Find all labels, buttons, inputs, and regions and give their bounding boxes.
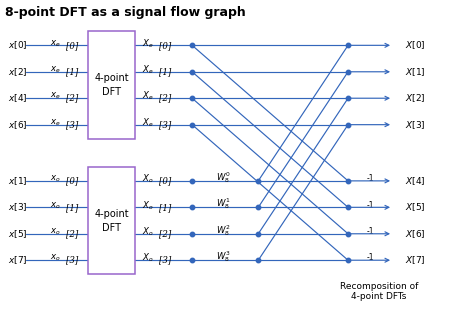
Text: $x[7]$: $x[7]$ [8, 254, 27, 266]
Text: -1: -1 [367, 174, 374, 183]
Text: $X[4]$: $X[4]$ [405, 175, 425, 187]
Text: DFT: DFT [102, 87, 121, 97]
Text: $W_8^1$: $W_8^1$ [216, 197, 230, 211]
Text: $X[7]$: $X[7]$ [405, 254, 425, 266]
Text: $x[6]$: $x[6]$ [8, 119, 27, 130]
Text: [0]: [0] [159, 41, 172, 50]
Text: $x[0]$: $x[0]$ [8, 40, 27, 51]
Text: [3]: [3] [66, 256, 79, 265]
Text: [1]: [1] [159, 203, 172, 212]
Text: $x_e$: $x_e$ [50, 64, 61, 75]
Text: [1]: [1] [66, 203, 79, 212]
Text: $x[2]$: $x[2]$ [8, 66, 27, 78]
Text: $X_e$: $X_e$ [143, 63, 154, 76]
Text: [0]: [0] [66, 41, 79, 50]
Text: [3]: [3] [159, 256, 172, 265]
Text: $x_o$: $x_o$ [50, 200, 61, 210]
Text: [2]: [2] [159, 229, 172, 238]
Text: $x[1]$: $x[1]$ [8, 175, 27, 187]
Text: [1]: [1] [159, 67, 172, 76]
Text: 4-point: 4-point [94, 209, 129, 219]
Text: 4-point: 4-point [94, 73, 129, 83]
FancyBboxPatch shape [88, 32, 136, 138]
Text: $X_o$: $X_o$ [143, 199, 154, 211]
Text: $X_e$: $X_e$ [143, 90, 154, 103]
Text: $x_e$: $x_e$ [50, 91, 61, 102]
Text: $X[3]$: $X[3]$ [405, 119, 425, 130]
Text: $X_o$: $X_o$ [143, 225, 154, 238]
Text: $x[4]$: $x[4]$ [8, 92, 27, 104]
Text: -1: -1 [367, 201, 374, 209]
Text: $X[0]$: $X[0]$ [405, 40, 425, 51]
Text: $x[5]$: $x[5]$ [8, 228, 27, 240]
Text: $x_o$: $x_o$ [50, 226, 61, 237]
Text: $X_e$: $X_e$ [143, 117, 154, 129]
Text: $X[6]$: $X[6]$ [405, 228, 425, 240]
Text: [2]: [2] [159, 94, 172, 103]
Text: $x[3]$: $x[3]$ [8, 202, 27, 213]
FancyBboxPatch shape [88, 167, 136, 274]
Text: $x_e$: $x_e$ [50, 38, 61, 48]
Text: [0]: [0] [159, 176, 172, 185]
Text: $x_e$: $x_e$ [50, 118, 61, 128]
Text: $X[1]$: $X[1]$ [405, 66, 425, 78]
Text: [2]: [2] [66, 94, 79, 103]
Text: $W_8^0$: $W_8^0$ [216, 170, 230, 185]
Text: $X[2]$: $X[2]$ [405, 92, 425, 104]
Text: $X_e$: $X_e$ [143, 37, 154, 49]
Text: Recomposition of
4-point DFTs: Recomposition of 4-point DFTs [339, 282, 418, 301]
Text: $x_o$: $x_o$ [50, 174, 61, 184]
Text: $X_o$: $X_o$ [143, 252, 154, 265]
Text: -1: -1 [367, 253, 374, 262]
Text: -1: -1 [367, 227, 374, 236]
Text: $X_o$: $X_o$ [143, 173, 154, 185]
Text: $X[5]$: $X[5]$ [405, 202, 425, 213]
Text: $x_o$: $x_o$ [50, 253, 61, 264]
Text: [0]: [0] [66, 176, 79, 185]
Text: DFT: DFT [102, 223, 121, 233]
Text: 8-point DFT as a signal flow graph: 8-point DFT as a signal flow graph [5, 6, 246, 19]
Text: $W_8^2$: $W_8^2$ [216, 223, 230, 238]
Text: [2]: [2] [66, 229, 79, 238]
Text: $W_8^3$: $W_8^3$ [216, 249, 230, 264]
Text: [3]: [3] [66, 120, 79, 129]
Text: [1]: [1] [66, 67, 79, 76]
Text: [3]: [3] [159, 120, 172, 129]
